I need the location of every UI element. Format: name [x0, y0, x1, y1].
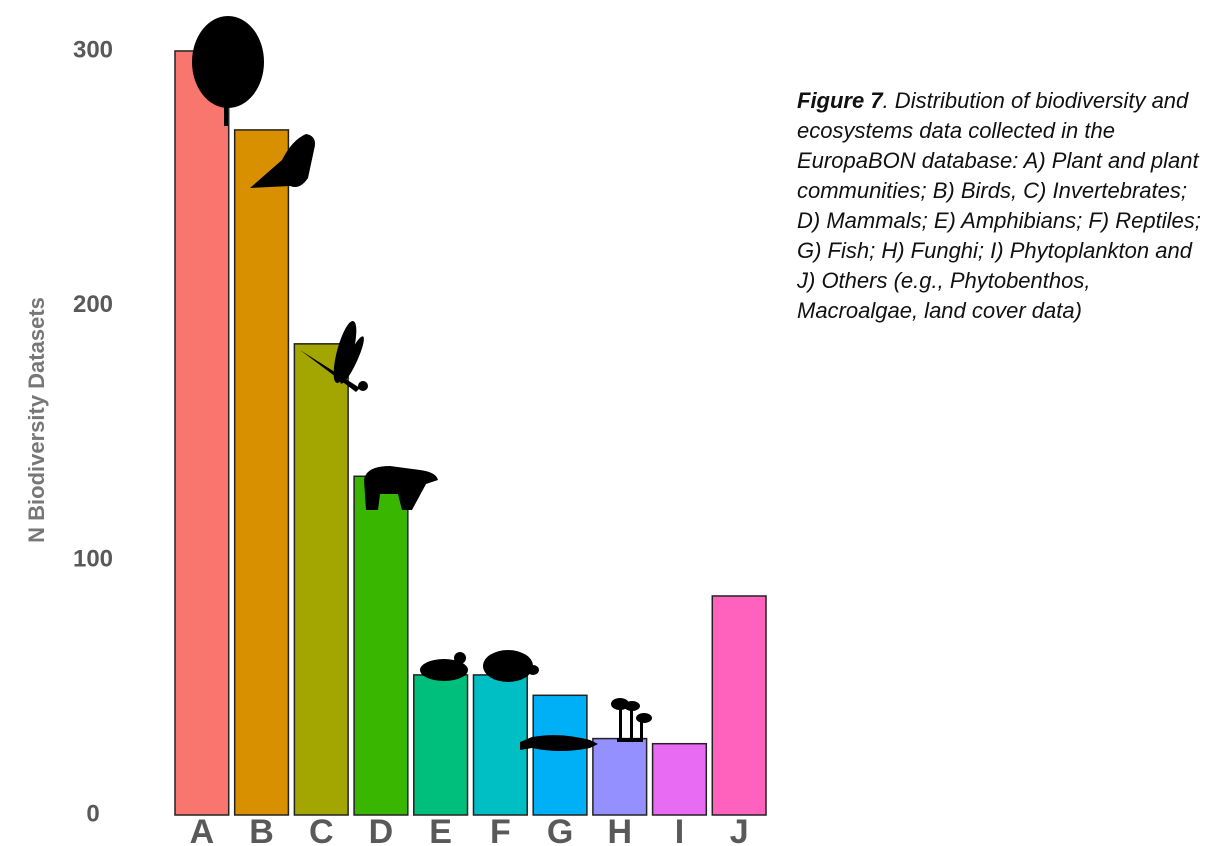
x-tick-label: D	[369, 813, 394, 846]
bar	[711, 595, 767, 816]
x-tick-label: F	[490, 813, 511, 846]
bar	[592, 737, 648, 816]
y-tick-label: 100	[73, 546, 113, 573]
frog-icon	[420, 659, 468, 681]
bars	[174, 50, 767, 816]
bar	[532, 694, 588, 816]
dragonfly-icon	[333, 321, 357, 383]
caption: Figure 7. Distribution of biodiversity a…	[797, 86, 1207, 326]
frog-icon	[454, 652, 466, 664]
y-axis-label: N Biodiversity Datasets	[24, 297, 49, 543]
icons	[192, 16, 652, 751]
bar	[651, 742, 708, 816]
fish-icon	[520, 735, 598, 751]
turtle-icon	[527, 665, 539, 675]
turtle-icon	[483, 650, 533, 682]
bar	[174, 50, 230, 816]
caption-text: . Distribution of biodiversity and ecosy…	[797, 88, 1201, 323]
mushroom-icon	[636, 713, 652, 723]
bar	[353, 475, 409, 816]
dragonfly-icon	[300, 350, 360, 392]
x-tick-label: B	[249, 813, 274, 846]
dragonfly-icon	[358, 381, 368, 391]
bar	[413, 674, 469, 816]
x-tick-label: C	[309, 813, 334, 846]
bar	[472, 674, 528, 816]
y-tick-label: 300	[73, 36, 113, 63]
x-tick-label: I	[675, 813, 684, 846]
mushroom-icon	[624, 701, 640, 711]
y-tick-label: 200	[73, 291, 113, 318]
tree-icon	[192, 16, 264, 108]
x-tick-label: A	[190, 813, 215, 846]
mushroom-icon	[619, 706, 622, 740]
x-tick-label: E	[429, 813, 452, 846]
mushroom-icon	[640, 720, 643, 740]
mushroom-icon	[630, 710, 633, 740]
x-tick-label: J	[730, 813, 749, 846]
bear-icon	[364, 466, 438, 510]
bar	[233, 129, 290, 816]
bar	[293, 343, 349, 816]
bird-icon	[250, 134, 315, 188]
dragonfly-icon	[340, 336, 364, 384]
y-tick-label: 0	[86, 800, 99, 827]
x-tick-label: H	[607, 813, 632, 846]
caption-label: Figure 7	[797, 88, 883, 113]
x-tick-label: G	[547, 813, 573, 846]
